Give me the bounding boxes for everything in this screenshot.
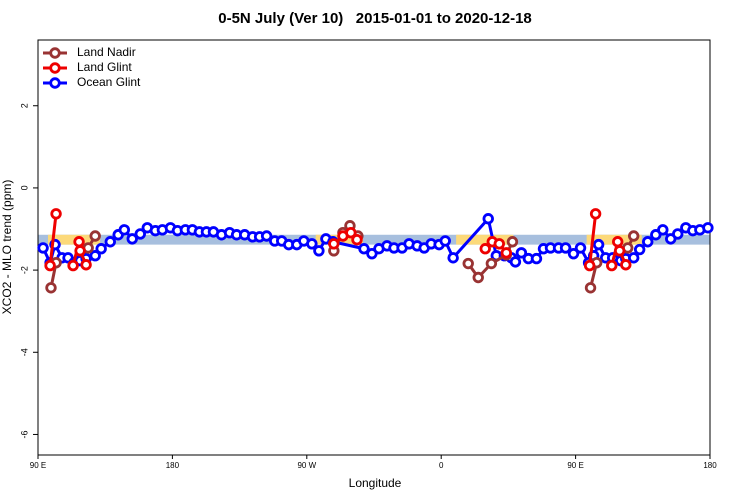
data-point <box>530 252 543 265</box>
data-point <box>567 247 580 260</box>
legend-marker <box>49 77 61 89</box>
data-point <box>620 259 632 271</box>
data-point <box>702 222 714 234</box>
data-point <box>493 238 505 250</box>
data-point <box>627 230 640 242</box>
data-point <box>89 250 101 262</box>
data-point <box>574 242 587 254</box>
data-point <box>642 236 654 248</box>
x-tick-label: 180 <box>166 461 180 470</box>
data-point <box>67 259 79 272</box>
data-point <box>509 256 522 268</box>
data-point <box>74 245 86 257</box>
chart-title: 0-5N July (Ver 10) 2015-01-01 to 2020-12… <box>218 10 532 27</box>
x-tick-label: 90 W <box>297 461 316 470</box>
y-tick-label: -6 <box>19 430 29 438</box>
data-point <box>260 230 273 242</box>
data-point <box>126 233 138 245</box>
data-point <box>500 247 513 259</box>
data-point <box>37 242 49 254</box>
data-point <box>134 228 146 240</box>
data-point <box>89 230 101 242</box>
data-point <box>358 243 370 255</box>
data-point <box>479 243 491 255</box>
y-axis-label: XCO2 - MLO trend (ppm) <box>0 180 14 315</box>
data-point <box>613 245 626 257</box>
data-point <box>50 208 62 220</box>
data-point <box>45 282 57 294</box>
data-point <box>447 252 459 264</box>
legend-label: Ocean Glint <box>77 75 141 89</box>
data-point <box>462 257 474 270</box>
data-point <box>118 224 131 236</box>
x-tick-label: 90 E <box>567 461 583 470</box>
data-point <box>559 242 572 254</box>
data-point <box>485 257 498 270</box>
x-tick-label: 90 E <box>30 461 46 470</box>
x-tick-label: 180 <box>703 461 717 470</box>
x-tick-label: 0 <box>439 461 444 470</box>
data-point <box>633 243 646 256</box>
data-point <box>583 259 596 272</box>
data-point <box>657 224 669 236</box>
data-point <box>515 247 528 259</box>
data-point <box>80 259 92 271</box>
data-point <box>95 243 107 255</box>
data-point <box>351 233 363 246</box>
y-tick-label: -2 <box>19 266 29 274</box>
data-point <box>506 236 519 248</box>
data-point <box>439 235 451 247</box>
y-tick-label: 2 <box>19 103 29 108</box>
data-point <box>627 252 640 264</box>
legend-label: Land Glint <box>77 60 132 74</box>
legend-label: Land Nadir <box>77 45 136 59</box>
band <box>456 234 514 245</box>
data-point <box>592 238 605 251</box>
y-tick-label: 0 <box>19 185 29 190</box>
data-point <box>313 245 325 257</box>
data-point <box>328 238 340 250</box>
data-point <box>306 238 318 250</box>
data-point <box>482 213 494 225</box>
data-point <box>584 282 597 294</box>
data-point <box>606 259 618 272</box>
y-tick-label: -4 <box>19 348 29 356</box>
data-point <box>589 208 602 220</box>
data-point <box>612 236 624 248</box>
x-axis-label: Longitude <box>349 476 402 490</box>
band <box>38 234 710 245</box>
data-point <box>104 236 116 248</box>
legend-marker <box>49 47 61 59</box>
data-point <box>44 259 56 272</box>
legend-marker <box>49 62 61 74</box>
data-point <box>73 236 85 248</box>
data-point <box>345 227 357 239</box>
data-point <box>672 228 684 240</box>
data-point <box>472 271 484 284</box>
